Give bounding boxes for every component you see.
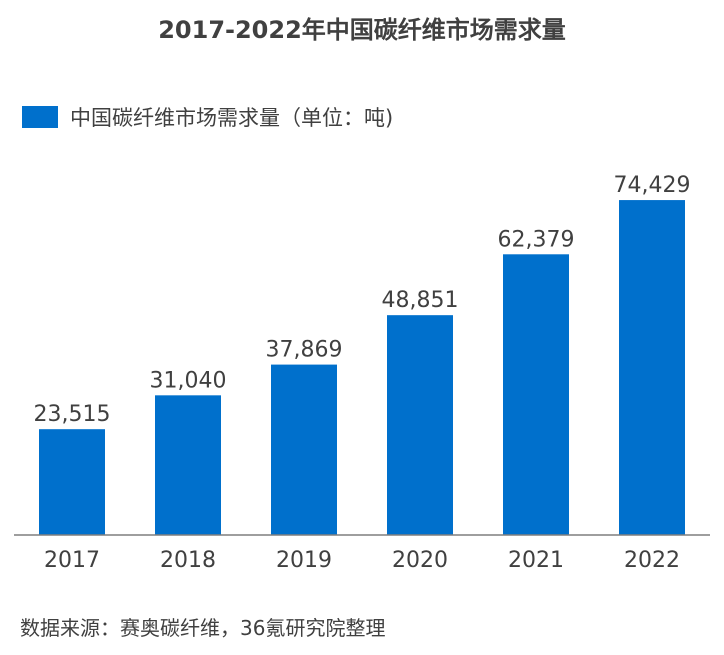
legend-label: 中国碳纤维市场需求量（单位：吨) [70,106,394,130]
bar-2018 [155,395,221,535]
legend: 中国碳纤维市场需求量（单位：吨) [22,102,393,132]
tick-label-2022: 2022 [624,548,680,573]
value-label-2019: 37,869 [266,338,343,363]
source-note: 数据来源：赛奥碳纤维，36氪研究院整理 [20,616,386,640]
bar-2019 [271,364,337,535]
tick-label-2019: 2019 [276,548,332,573]
bar-2020 [387,315,453,535]
bar-2022 [619,200,685,535]
value-labels-group: 23,515 31,040 37,869 48,851 62,379 74,429 [34,173,691,427]
tick-label-2018: 2018 [160,548,216,573]
bars-group [39,200,685,535]
tick-labels-group: 2017 2018 2019 2020 2021 2022 [44,548,680,573]
value-label-2018: 31,040 [150,368,227,393]
tick-label-2020: 2020 [392,548,448,573]
value-label-2017: 23,515 [34,402,111,427]
legend-swatch [22,106,58,128]
bar-chart: 23,515 31,040 37,869 48,851 62,379 74,429 201… [14,173,710,573]
tick-label-2017: 2017 [44,548,100,573]
bar-2017 [39,429,105,535]
value-label-2020: 48,851 [382,288,459,313]
tick-label-2021: 2021 [508,548,564,573]
value-label-2021: 62,379 [498,227,575,252]
chart-title: 2017-2022年中国碳纤维市场需求量 [158,16,566,44]
bar-2021 [503,254,569,535]
value-label-2022: 74,429 [614,173,691,198]
